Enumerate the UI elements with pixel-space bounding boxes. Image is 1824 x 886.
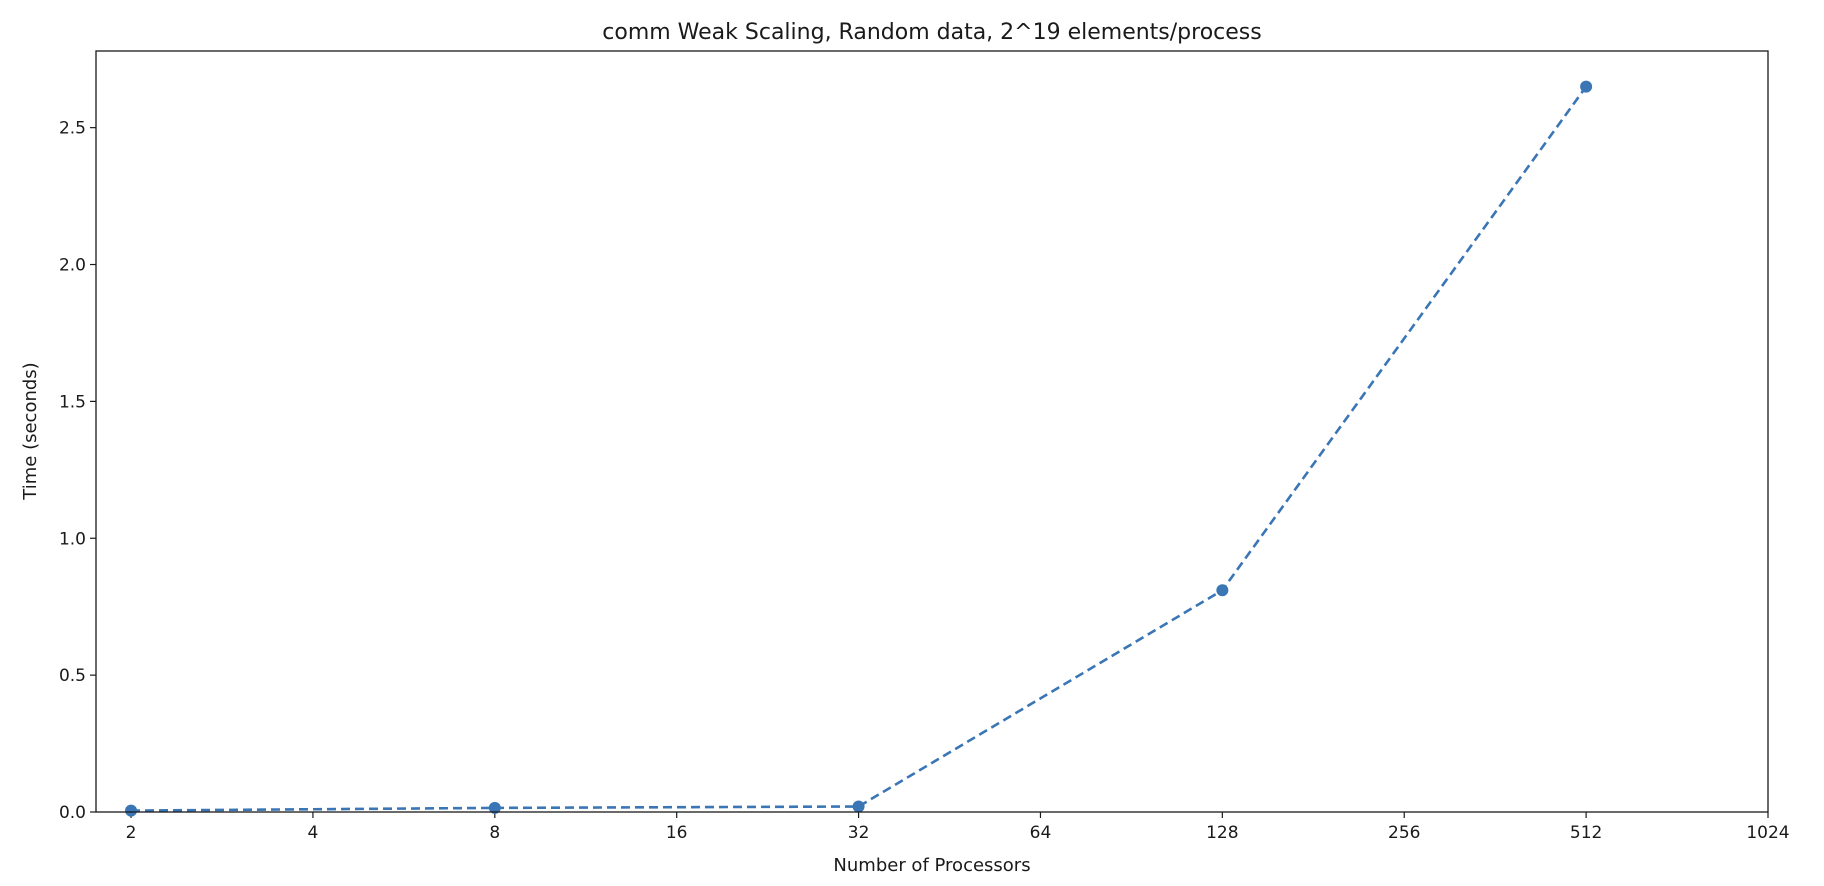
data-point (1216, 584, 1229, 597)
x-tick-label: 256 (1388, 823, 1420, 843)
plot-frame (95, 50, 1769, 813)
y-tick-label: 0.0 (59, 803, 86, 823)
x-axis-ticks: 2 4 8 16 32 64 128 256 512 1024 (126, 812, 1790, 843)
series-layer (125, 80, 1593, 817)
x-tick-label: 1024 (1746, 823, 1789, 843)
data-point (125, 804, 138, 817)
x-tick-label: 8 (489, 823, 500, 843)
x-axis-label: Number of Processors (833, 855, 1030, 876)
y-tick-label: 1.5 (59, 392, 86, 412)
data-point (488, 801, 501, 814)
x-tick-label: 512 (1570, 823, 1602, 843)
y-axis-label: Time (seconds) (20, 362, 41, 500)
data-point (852, 800, 865, 813)
series-line (130, 85, 1588, 812)
x-tick-label: 4 (308, 823, 319, 843)
y-tick-label: 1.0 (59, 529, 86, 549)
x-tick-label: 16 (666, 823, 688, 843)
x-tick-label: 2 (126, 823, 137, 843)
data-point (1580, 80, 1593, 93)
y-axis-ticks: 0.0 0.5 1.0 1.5 2.0 2.5 (59, 119, 96, 823)
x-tick-label: 64 (1030, 823, 1052, 843)
chart-title: comm Weak Scaling, Random data, 2^19 ele… (602, 20, 1261, 45)
y-tick-label: 2.0 (59, 256, 86, 276)
y-tick-label: 2.5 (59, 119, 86, 139)
x-tick-label: 128 (1206, 823, 1238, 843)
y-tick-label: 0.5 (59, 666, 86, 686)
x-tick-label: 32 (848, 823, 870, 843)
